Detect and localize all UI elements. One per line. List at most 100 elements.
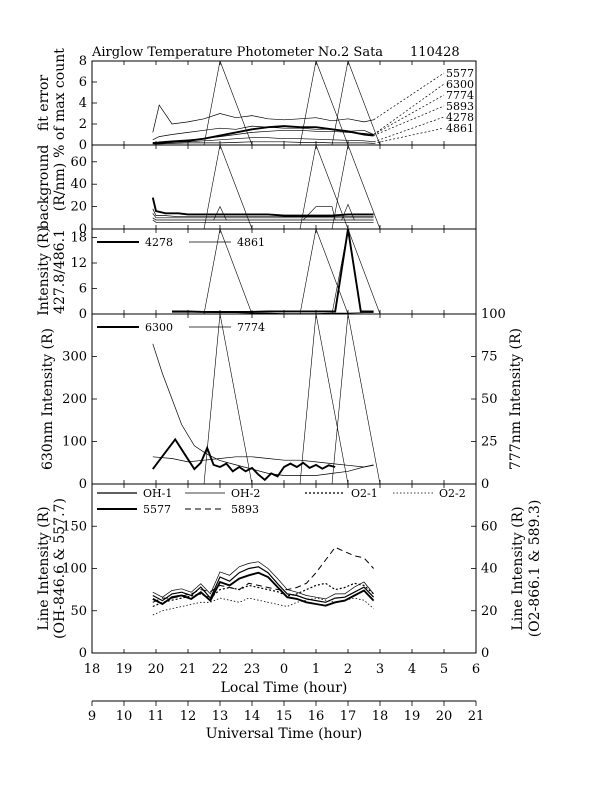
y-tick-label: 100: [62, 435, 87, 450]
y-axis-title: 427.8/486.1: [52, 229, 68, 314]
y-axis-title: Intensity (R): [36, 227, 52, 316]
series-line-2: [152, 129, 374, 144]
series-line-O2-1: [152, 582, 374, 608]
series-line-4861: [172, 311, 374, 314]
spike-line: [341, 203, 355, 221]
legend-label: OH-2: [231, 487, 260, 500]
legend-leader: [373, 116, 445, 143]
lt-tick-label: 4: [408, 662, 416, 677]
y-axis-title: % of max count: [52, 48, 68, 158]
y-right-axis-title: (O2-866.1 & 589.3): [527, 500, 543, 638]
y-axis-title: fit error: [36, 75, 52, 132]
legend-label: OH-1: [143, 487, 172, 500]
ut-tick-label: 9: [88, 709, 96, 724]
y-axis-title: Line Intensity (R): [36, 506, 52, 630]
y-tick-label: 2: [79, 117, 87, 132]
lt-tick-label: 18: [84, 662, 101, 677]
y-right-tick-label: 25: [481, 435, 498, 450]
ut-tick-label: 20: [436, 709, 453, 724]
ut-tick-label: 13: [212, 709, 229, 724]
y-tick-label: 150: [62, 519, 87, 534]
series-line-7774: [152, 456, 374, 468]
lt-axis-title: Local Time (hour): [221, 680, 348, 696]
legend-leader: [373, 127, 445, 144]
spike-line: [331, 314, 381, 484]
lt-tick-label: 19: [116, 662, 133, 677]
legend-label: 5577: [446, 67, 474, 80]
y-tick-label: 0: [79, 307, 87, 322]
lt-tick-label: 23: [244, 662, 261, 677]
legend-label: 4861: [446, 122, 474, 135]
y-right-tick-label: 100: [481, 307, 506, 322]
y-right-tick-label: 20: [481, 604, 498, 619]
lt-tick-label: 5: [440, 662, 448, 677]
legend-leader: [373, 94, 445, 135]
legend-label: 5893: [231, 503, 259, 516]
y-axis-title: 630nm Intensity (R): [40, 328, 56, 470]
y-right-tick-label: 0: [481, 646, 489, 661]
panel-plot-area: [152, 546, 375, 616]
y-right-tick-label: 50: [481, 392, 498, 407]
legend-leader: [373, 83, 445, 135]
lt-tick-label: 2: [344, 662, 352, 677]
ut-tick-label: 19: [404, 709, 421, 724]
legend-label: 4278: [145, 236, 173, 249]
panel-plot-area: [152, 314, 381, 484]
y-right-axis-title: 777nm Intensity (R): [508, 328, 524, 470]
figure-date: 110428: [410, 45, 460, 60]
y-tick-label: 40: [70, 177, 87, 192]
lt-tick-label: 21: [180, 662, 197, 677]
series-line-3: [152, 217, 374, 221]
legend-label: 5577: [143, 503, 171, 516]
panel-frame: [91, 60, 477, 146]
panel-background: 0 20 40 60 background (R/nm): [36, 144, 477, 237]
y-tick-label: 8: [79, 54, 87, 69]
panel-frame: [91, 313, 477, 485]
spike-line: [299, 61, 349, 145]
y-tick-label: 20: [70, 200, 87, 215]
y-axis-title: background: [36, 145, 52, 230]
ut-tick-label: 15: [276, 709, 293, 724]
spike-line: [331, 61, 381, 145]
y-tick-label: 0: [79, 222, 87, 237]
legend-label: 6300: [446, 78, 474, 91]
legend-label: 7774: [237, 321, 265, 334]
panel-blue-lines: 0 6 12 18 Intensity (R) 427.8/486.1 4278 4861: [36, 227, 477, 322]
y-tick-label: 0: [79, 477, 87, 492]
lt-tick-label: 6: [472, 662, 480, 677]
spike-line: [302, 206, 336, 221]
series-line-OH-1: [152, 566, 375, 603]
legend-leader: [373, 72, 445, 121]
legend-label: O2-2: [439, 487, 466, 500]
lt-tick-label: 3: [376, 662, 384, 677]
series-line-4278: [172, 229, 374, 313]
ut-tick-label: 11: [148, 709, 165, 724]
series-line-5577: [152, 571, 375, 607]
lt-tick-label: 20: [148, 662, 165, 677]
y-tick-label: 0: [79, 646, 87, 661]
legend-label: 7774: [446, 89, 474, 102]
series-line-OH-2: [152, 561, 374, 600]
y-right-axis-title: Line Intensity (R): [510, 506, 526, 630]
ut-tick-label: 14: [244, 709, 261, 724]
panel-plot-area: [152, 61, 381, 145]
y-right-tick-label: 0: [481, 477, 489, 492]
spike-line: [331, 145, 381, 229]
legend-label: 4278: [446, 111, 474, 124]
y-right-tick-label: 40: [481, 562, 498, 577]
series-line-2: [152, 213, 374, 219]
ut-tick-label: 21: [468, 709, 485, 724]
panel-plot-area: [172, 229, 381, 314]
y-tick-label: 4: [79, 96, 87, 111]
ut-tick-label: 16: [308, 709, 325, 724]
series-line-4: [152, 137, 374, 144]
y-right-tick-label: 60: [481, 519, 498, 534]
y-tick-label: 100: [62, 562, 87, 577]
y-tick-label: 200: [62, 392, 87, 407]
series-line-6300: [152, 437, 336, 482]
y-tick-label: 18: [70, 231, 87, 246]
